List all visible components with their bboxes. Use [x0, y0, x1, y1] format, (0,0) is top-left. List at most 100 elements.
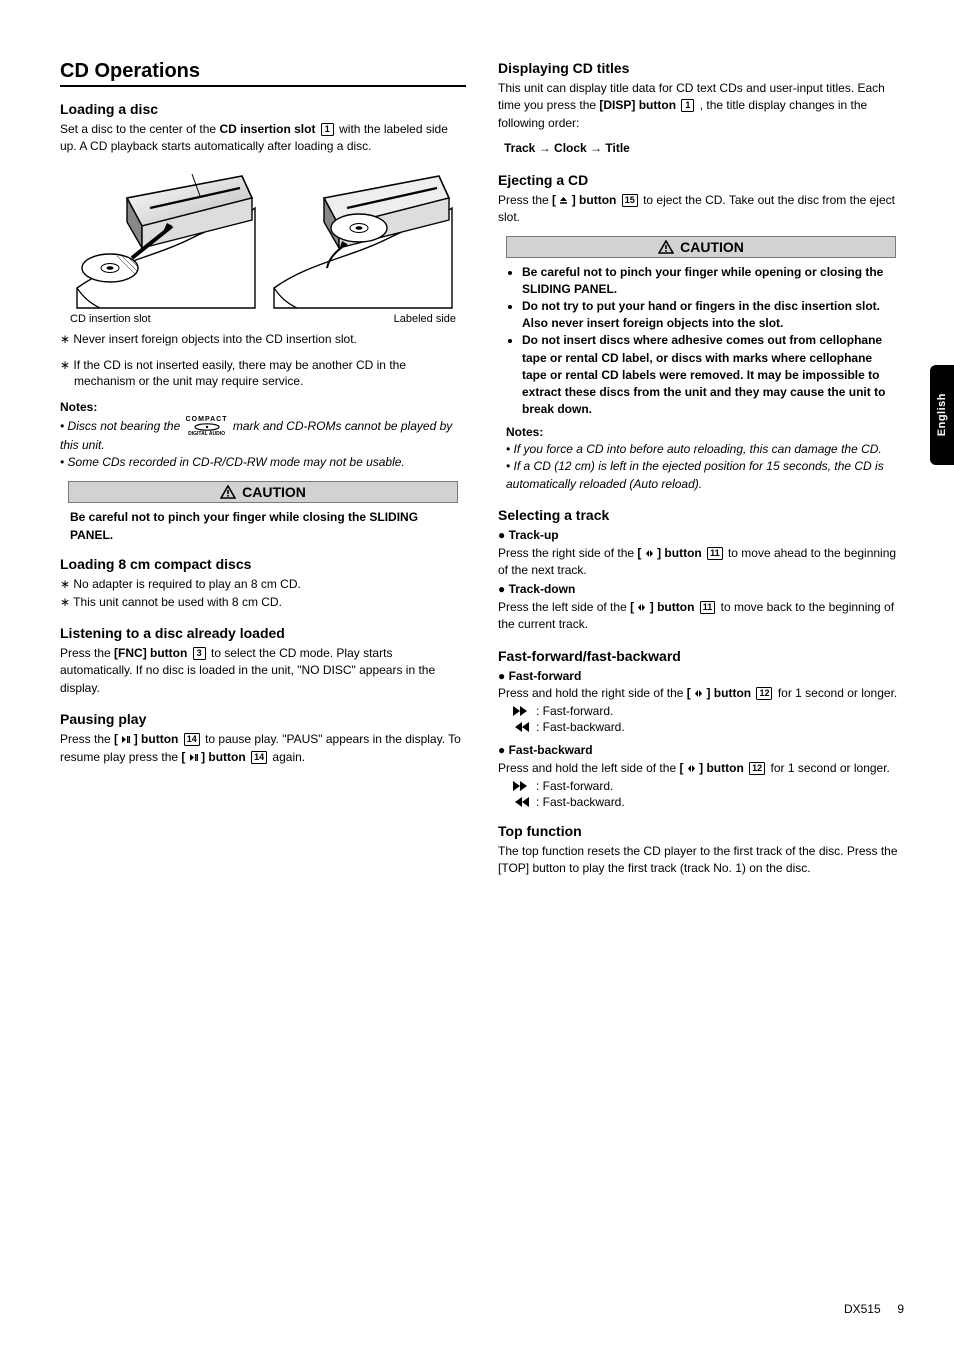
- caution-item: Do not insert discs where adhesive comes…: [522, 332, 894, 417]
- right-notes: Notes: • If you force a CD into before a…: [506, 424, 896, 494]
- pause-body: Press the [ ] button 14 to pause play. "…: [60, 731, 466, 766]
- label-cdslot: CD insertion slot: [219, 122, 315, 136]
- caution-item: Be careful not to pinch your finger whil…: [522, 264, 894, 298]
- text: Press and hold the left side of the: [498, 761, 679, 775]
- text: Track-down: [509, 582, 576, 596]
- fast-forward-icon: [512, 705, 530, 717]
- btn-fnc: [FNC] button: [114, 646, 187, 660]
- disp-head: Displaying CD titles: [498, 60, 904, 76]
- ls-body: Press the [FNC] button 3 to select the C…: [60, 645, 466, 697]
- label-cdslot-caption: CD insertion slot: [70, 313, 151, 325]
- btn-lr: [ ] button: [630, 600, 694, 614]
- text: Press the left side of the: [498, 600, 630, 614]
- loading-subhead: Loading a disc: [60, 101, 466, 117]
- btn-lr: [ ] button: [637, 546, 701, 560]
- cd-unit-illustration-1: [72, 168, 257, 313]
- text: : Fast-backward.: [536, 795, 625, 809]
- diagram-labels: CD insertion slot Labeled side: [70, 313, 456, 325]
- text: Press the right side of the: [498, 546, 637, 560]
- btn-playpause: [ ] button: [114, 732, 178, 746]
- text: : Fast-backward.: [536, 720, 625, 734]
- text: Never insert foreign objects into the CD…: [73, 332, 356, 346]
- notes2-head: Notes:: [506, 425, 543, 439]
- keybox-12a: 12: [756, 687, 772, 700]
- keybox-15: 15: [622, 194, 638, 207]
- diagram-caption-2: ∗ If the CD is not inserted easily, ther…: [60, 357, 466, 389]
- caution-text-left: Be careful not to pinch your finger whil…: [70, 509, 456, 544]
- track-head: Selecting a track: [498, 507, 904, 523]
- text: Press the: [60, 646, 114, 660]
- two-column-layout: CD Operations Loading a disc Set a disc …: [60, 60, 904, 886]
- caution-bar-left: CAUTION: [68, 481, 458, 503]
- right-column: Displaying CD titles This unit can displ…: [498, 60, 904, 886]
- diagram-notes: Notes: • Discs not bearing the COMPACT D…: [60, 399, 466, 471]
- keybox-3: 3: [193, 647, 206, 660]
- notes-head: Notes:: [60, 400, 97, 414]
- text: Fast-forward: [509, 669, 582, 683]
- disp-list: Track → Clock → Title: [504, 140, 904, 157]
- footer-page: 9: [897, 1302, 904, 1316]
- notes2-body: • If you force a CD into before auto rel…: [506, 442, 884, 491]
- caution-label: CAUTION: [242, 484, 306, 500]
- text: Press and hold the right side of the: [498, 686, 687, 700]
- fb-arrow-line-2: : Fast-backward.: [512, 795, 904, 809]
- keybox-1: 1: [321, 123, 334, 136]
- btn-disp: [DISP] button: [599, 98, 676, 112]
- btn-eject: [ ] button: [552, 193, 616, 207]
- notes-body: • Discs not bearing the COMPACT DIGITAL …: [60, 419, 452, 469]
- caution-list-right: Be careful not to pinch your finger whil…: [522, 264, 894, 417]
- keybox-11b: 11: [700, 601, 716, 614]
- cd-unit-illustration-2: [269, 168, 454, 313]
- warning-icon: [220, 485, 236, 499]
- page-footer: DX515 9: [60, 1302, 904, 1316]
- section-rule: [60, 85, 466, 87]
- mini-head: Loading 8 cm compact discs: [60, 556, 466, 572]
- left-column: CD Operations Loading a disc Set a disc …: [60, 60, 466, 886]
- page-root: CD Operations Loading a disc Set a disc …: [0, 0, 954, 1352]
- track-up: ● Track-up Press the right side of the […: [498, 527, 904, 579]
- top-body: The top function resets the CD player to…: [498, 843, 904, 878]
- fb-block: ● Fast-backward Press and hold the left …: [498, 742, 904, 777]
- text: Track-up: [509, 528, 559, 542]
- text: for 1 second or longer.: [778, 686, 897, 700]
- eject-head: Ejecting a CD: [498, 172, 904, 188]
- keybox-14a: 14: [184, 733, 200, 746]
- footer-model: DX515: [844, 1302, 881, 1316]
- track-down: ● Track-down Press the left side of the …: [498, 581, 904, 633]
- text: for 1 second or longer.: [770, 761, 889, 775]
- asterisk: ∗: [60, 332, 73, 346]
- language-tab: English: [930, 365, 954, 465]
- loading-body: Set a disc to the center of the CD inser…: [60, 121, 466, 156]
- keybox-14b: 14: [251, 751, 267, 764]
- diagram-caption-1: ∗ Never insert foreign objects into the …: [60, 331, 466, 347]
- asterisk: ∗: [60, 358, 73, 372]
- keybox-1b: 1: [681, 99, 694, 112]
- cd-diagram: [60, 168, 466, 313]
- ls-head: Listening to a disc already loaded: [60, 625, 466, 641]
- text: If the CD is not inserted easily, there …: [73, 358, 406, 388]
- fast-backward-icon: [512, 721, 530, 733]
- btn-lr: [ ] button: [687, 686, 751, 700]
- ff-block: ● Fast-forward Press and hold the right …: [498, 668, 904, 703]
- warning-icon: [658, 240, 674, 254]
- text: Press the: [60, 732, 114, 746]
- text: Set a disc to the center of the: [60, 122, 219, 136]
- language-label: English: [936, 393, 948, 436]
- ff-arrow-line: : Fast-forward.: [512, 704, 904, 718]
- label-labeled-side: Labeled side: [394, 313, 456, 325]
- ff-arrow-line-2: : Fast-forward.: [512, 779, 904, 793]
- keybox-11a: 11: [707, 547, 723, 560]
- fast-forward-icon: [512, 780, 530, 792]
- fast-backward-icon: [512, 796, 530, 808]
- top-head: Top function: [498, 823, 904, 839]
- text: again.: [272, 750, 305, 764]
- mini-body: ∗ No adapter is required to play an 8 cm…: [60, 576, 466, 611]
- caution-bar-right: CAUTION: [506, 236, 896, 258]
- caution-label: CAUTION: [680, 239, 744, 255]
- btn-lr: [ ] button: [679, 761, 743, 775]
- fb-arrow-line: : Fast-backward.: [512, 720, 904, 734]
- section-title: CD Operations: [60, 60, 466, 83]
- keybox-12b: 12: [749, 762, 765, 775]
- caution-item: Do not try to put your hand or fingers i…: [522, 298, 894, 332]
- text: Press the: [498, 193, 552, 207]
